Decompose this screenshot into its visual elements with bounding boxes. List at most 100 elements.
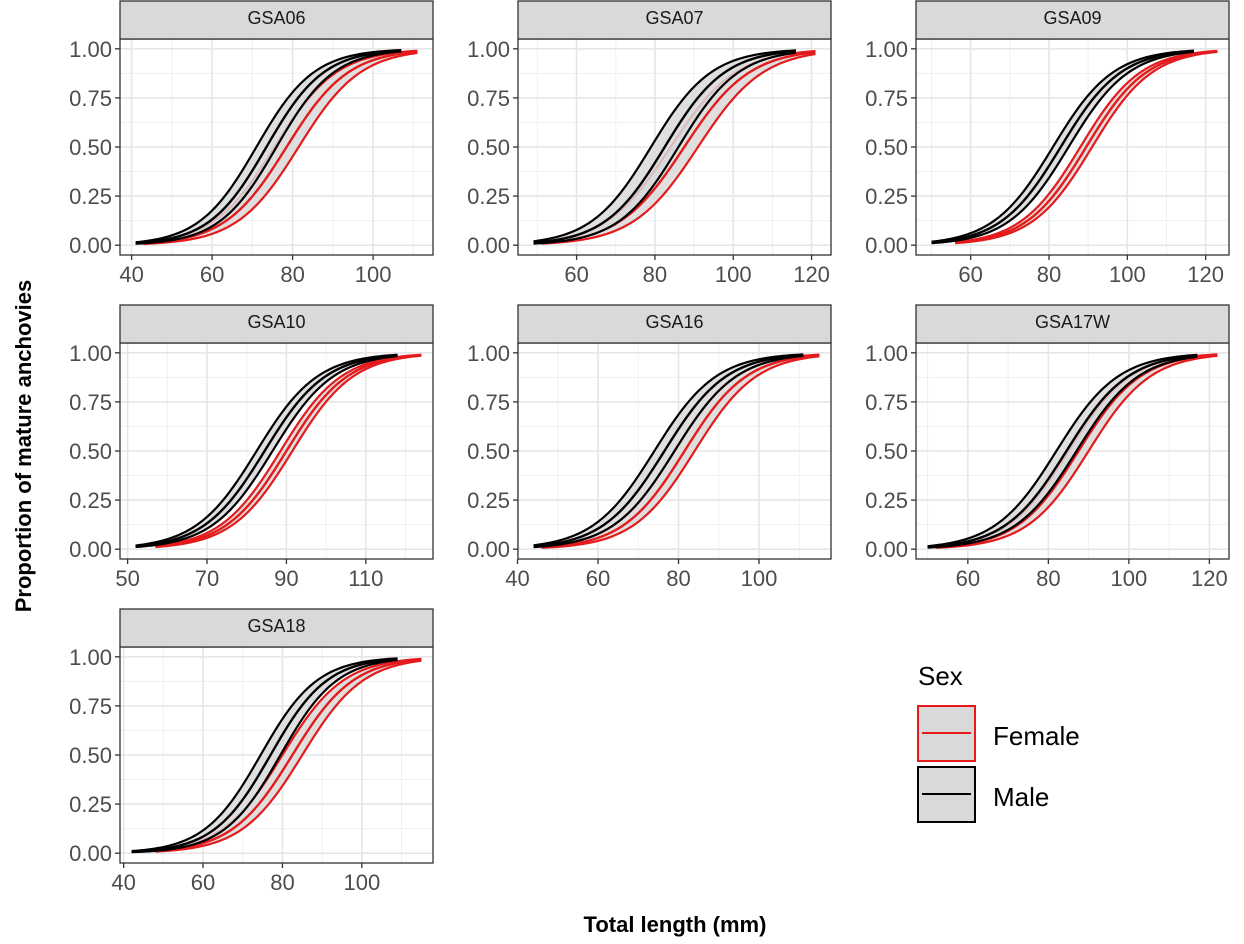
x-tick-label: 40 bbox=[119, 262, 143, 287]
y-tick-label: 0.50 bbox=[467, 439, 510, 464]
series-female bbox=[954, 49, 1218, 245]
strip-label: GSA16 bbox=[645, 312, 703, 332]
legend: Sex Female Male bbox=[917, 661, 1080, 823]
y-tick-label: 0.00 bbox=[865, 233, 908, 258]
strip-label: GSA10 bbox=[247, 312, 305, 332]
x-axis-title: Total length (mm) bbox=[584, 912, 767, 937]
ci-lower-line bbox=[954, 49, 1218, 244]
y-tick-label: 0.25 bbox=[467, 488, 510, 513]
fit-line bbox=[541, 354, 820, 549]
y-tick-label: 1.00 bbox=[865, 37, 908, 62]
fit-line bbox=[155, 658, 422, 853]
x-tick-label: 110 bbox=[348, 566, 383, 591]
y-tick-label: 0.00 bbox=[69, 841, 112, 866]
panel-gsa17w: GSA17W 0.00 0.25 0.50 0.75 1.00 60 80 100 120 bbox=[865, 304, 1230, 591]
series-male bbox=[135, 48, 402, 245]
x-tick-label: 60 bbox=[564, 262, 588, 287]
ci-upper-line bbox=[533, 354, 804, 549]
x-tick-label: 120 bbox=[1191, 566, 1228, 591]
gridlines bbox=[120, 343, 433, 559]
confidence-ribbon bbox=[155, 658, 422, 852]
x-tick-label: 60 bbox=[200, 262, 224, 287]
gridlines bbox=[916, 343, 1229, 559]
x-tick-label: 100 bbox=[715, 262, 752, 287]
legend-title: Sex bbox=[918, 661, 963, 691]
panel-gsa18: GSA18 0.00 0.25 0.50 0.75 1.00 40 60 80 100 bbox=[69, 608, 434, 895]
y-tick-label: 0.25 bbox=[865, 184, 908, 209]
ci-upper-line bbox=[155, 659, 422, 853]
y-tick-label: 0.75 bbox=[69, 694, 112, 719]
ci-lower-line bbox=[533, 353, 804, 547]
facet-panels: GSA06 0.00 0.25 0.50 0.75 1.00 40 60 80 100 GSA07 0… bbox=[69, 0, 1230, 895]
strip-background bbox=[119, 608, 434, 648]
y-tick-label: 0.00 bbox=[69, 233, 112, 258]
strip-label: GSA09 bbox=[1043, 8, 1101, 28]
y-tick-label: 0.75 bbox=[865, 86, 908, 111]
y-tick-label: 0.75 bbox=[69, 390, 112, 415]
y-axis-title: Proportion of mature anchovies bbox=[11, 280, 36, 613]
y-tick-label: 0.75 bbox=[865, 390, 908, 415]
strip-background bbox=[517, 0, 832, 40]
y-tick-label: 0.50 bbox=[865, 439, 908, 464]
y-tick-label: 0.25 bbox=[865, 488, 908, 513]
y-tick-label: 0.50 bbox=[467, 135, 510, 160]
x-tick-label: 60 bbox=[191, 870, 215, 895]
series-female bbox=[155, 353, 422, 549]
fit-line bbox=[533, 50, 797, 244]
series-male bbox=[927, 353, 1198, 549]
ci-lower-line bbox=[135, 48, 402, 244]
x-tick-label: 120 bbox=[793, 262, 830, 287]
strip-label: GSA18 bbox=[247, 616, 305, 636]
x-tick-label: 80 bbox=[1036, 566, 1060, 591]
x-tick-label: 80 bbox=[666, 566, 690, 591]
x-tick-label: 40 bbox=[505, 566, 529, 591]
y-tick-label: 0.25 bbox=[69, 792, 112, 817]
confidence-ribbon bbox=[155, 354, 422, 547]
ci-lower-line bbox=[131, 657, 398, 853]
x-tick-label: 100 bbox=[355, 262, 392, 287]
y-tick-label: 1.00 bbox=[467, 341, 510, 366]
confidence-ribbon bbox=[135, 50, 402, 244]
y-tick-label: 0.75 bbox=[467, 86, 510, 111]
ci-upper-line bbox=[135, 354, 398, 549]
ci-upper-line bbox=[155, 354, 422, 549]
ci-upper-line bbox=[541, 355, 820, 549]
y-tick-label: 0.75 bbox=[467, 390, 510, 415]
ci-upper-line bbox=[935, 354, 1218, 549]
ci-lower-line bbox=[927, 353, 1198, 548]
fit-line bbox=[135, 49, 402, 245]
y-tick-label: 0.50 bbox=[865, 135, 908, 160]
ci-upper-line bbox=[135, 50, 402, 245]
ci-upper-line bbox=[954, 50, 1218, 245]
y-tick-label: 1.00 bbox=[69, 645, 112, 670]
x-tick-label: 80 bbox=[270, 870, 294, 895]
y-tick-label: 1.00 bbox=[865, 341, 908, 366]
panel-gsa09: GSA09 0.00 0.25 0.50 0.75 1.00 60 80 100 120 bbox=[865, 0, 1230, 287]
fit-line bbox=[131, 657, 398, 853]
ci-lower-line bbox=[931, 49, 1194, 243]
x-tick-label: 100 bbox=[1109, 262, 1146, 287]
x-tick-label: 100 bbox=[343, 870, 380, 895]
series-male bbox=[135, 353, 398, 549]
confidence-ribbon bbox=[135, 354, 398, 547]
fit-line bbox=[931, 49, 1195, 244]
x-tick-label: 100 bbox=[741, 566, 778, 591]
x-tick-label: 90 bbox=[274, 566, 298, 591]
y-tick-label: 0.00 bbox=[467, 233, 510, 258]
fit-line bbox=[954, 50, 1218, 244]
y-tick-label: 0.75 bbox=[69, 86, 112, 111]
x-tick-label: 60 bbox=[958, 262, 982, 287]
confidence-ribbon bbox=[533, 354, 804, 548]
strip-label: GSA07 bbox=[645, 8, 703, 28]
strip-label: GSA17W bbox=[1035, 312, 1110, 332]
ci-lower-line bbox=[533, 49, 796, 243]
confidence-ribbon bbox=[143, 50, 418, 244]
gridlines bbox=[120, 647, 433, 863]
ci-lower-line bbox=[155, 353, 422, 548]
y-tick-label: 0.50 bbox=[69, 743, 112, 768]
series-male bbox=[931, 49, 1195, 245]
ci-upper-line bbox=[131, 658, 398, 854]
x-tick-label: 80 bbox=[643, 262, 667, 287]
x-tick-label: 100 bbox=[1110, 566, 1147, 591]
